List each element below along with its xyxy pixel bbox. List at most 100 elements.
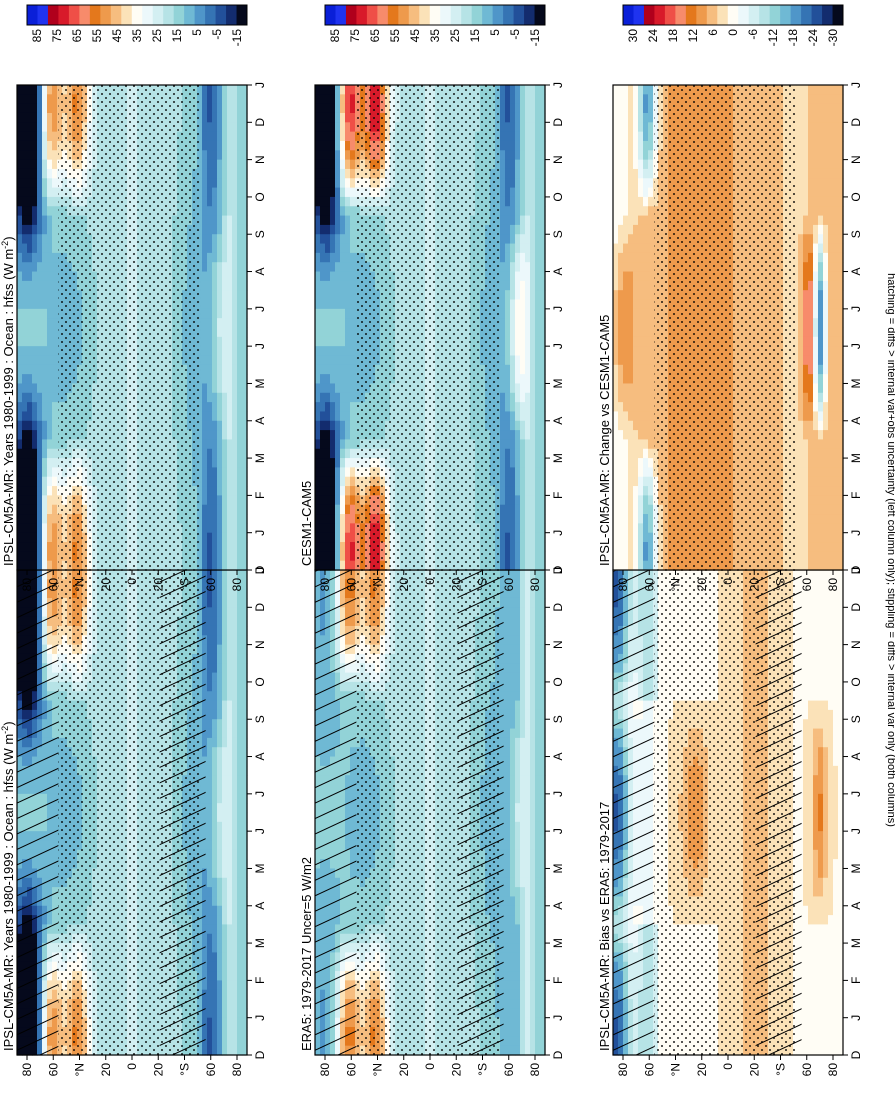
month-tick-label: A (551, 268, 565, 276)
month-tick-label: D (849, 1050, 863, 1059)
colorbar-swatch (236, 5, 248, 25)
colorbar-swatch (335, 5, 347, 25)
colorbar-label: 24 (646, 29, 660, 43)
panel-title: IPSL-CM5A-MR: Years 1980-1999 : Ocean : … (0, 236, 16, 566)
colorbar-swatch (534, 5, 546, 25)
colorbar-label: 65 (368, 29, 382, 43)
colorbar-label: 35 (130, 29, 144, 43)
colorbar-swatch (205, 5, 216, 25)
month-tick-label: J (551, 567, 565, 573)
month-tick-label: O (551, 192, 565, 201)
month-tick-label: F (253, 492, 267, 499)
month-tick-label: J (253, 828, 267, 834)
colorbar-swatch (696, 5, 708, 25)
colorbar-swatch (706, 5, 718, 25)
lat-tick-label: °N (371, 578, 385, 591)
lat-tick-label: 80 (230, 578, 244, 592)
colorbar-swatch (685, 5, 697, 25)
lat-tick-label: 60 (642, 578, 656, 592)
panel-title: IPSL-CM5A-MR: Change vs CESM1-CAM5 (597, 315, 612, 566)
lat-tick-label: 80 (318, 578, 332, 592)
colorbar-swatch (675, 5, 687, 25)
lat-tick-label: 60 (502, 578, 516, 592)
colorbar-label: -24 (806, 29, 820, 47)
colorbar-swatch (654, 5, 666, 25)
lat-tick-label: °N (73, 1063, 87, 1076)
colorbar-label: 15 (170, 29, 184, 43)
lat-tick-label: 60 (204, 1063, 218, 1077)
lat-tick-label: °S (178, 578, 192, 591)
lat-tick-label: 20 (695, 578, 709, 592)
month-tick-label: O (551, 677, 565, 686)
month-tick-label: J (253, 791, 267, 797)
month-tick-label: D (849, 118, 863, 127)
lat-tick-label: 60 (46, 1063, 60, 1077)
lat-tick-label: 60 (46, 578, 60, 592)
month-tick-label: S (253, 715, 267, 723)
month-tick-label: O (253, 192, 267, 201)
colorbar-label: 65 (70, 29, 84, 43)
lat-tick-label: 60 (344, 578, 358, 592)
colorbar-swatch (215, 5, 227, 25)
lat-tick-label: 20 (151, 578, 165, 592)
lat-tick-label: 20 (397, 578, 411, 592)
month-tick-label: S (551, 715, 565, 723)
lat-tick-label: 80 (230, 1063, 244, 1077)
month-tick-label: J (849, 1015, 863, 1021)
colorbar-swatch (131, 5, 143, 25)
lat-tick-label: °N (73, 578, 87, 591)
month-tick-label: A (253, 417, 267, 425)
colorbar-label: 0 (726, 29, 740, 36)
lat-tick-label: 0 (125, 1063, 139, 1070)
month-tick-label: N (849, 155, 863, 164)
month-tick-label: F (849, 492, 863, 499)
colorbar-label: 75 (50, 29, 64, 43)
hatching-overlay-south (755, 570, 802, 1055)
lat-tick-label: 80 (528, 1063, 542, 1077)
colorbar-label: 5 (488, 29, 502, 36)
colorbar-swatch (748, 5, 760, 25)
lat-tick-label: 20 (99, 1063, 113, 1077)
month-tick-label: A (551, 902, 565, 910)
colorbar-swatch (68, 5, 80, 25)
colorbar-label: 6 (706, 29, 720, 36)
month-tick-label: J (849, 828, 863, 834)
colorbar-swatch (633, 5, 645, 25)
lat-tick-label: 20 (747, 1063, 761, 1077)
month-tick-label: S (849, 715, 863, 723)
lat-tick-label: 0 (423, 578, 437, 585)
colorbar-label: -5 (210, 29, 224, 40)
month-tick-label: J (551, 306, 565, 312)
colorbar-swatch (152, 5, 164, 25)
month-tick-label: J (849, 343, 863, 349)
lat-tick-label: 60 (642, 1063, 656, 1077)
lat-tick-label: 80 (20, 1063, 34, 1077)
lat-tick-label: 20 (151, 1063, 165, 1077)
month-tick-label: S (551, 230, 565, 238)
colorbar-swatch (89, 5, 101, 25)
colorbar-label: 85 (328, 29, 342, 43)
lat-tick-label: 20 (695, 1063, 709, 1077)
colorbar: 85 75 65 55 45 35 25 15 5 -5 -15 (26, 4, 248, 46)
stippling-overlay (356, 85, 499, 570)
colorbar-label: 25 (448, 29, 462, 43)
month-tick-label: J (551, 82, 565, 88)
colorbar-swatch (325, 5, 336, 25)
month-tick-label: J (253, 306, 267, 312)
lat-tick-label: °S (178, 1063, 192, 1076)
colorbar-swatch (738, 5, 750, 25)
panel-title: IPSL-CM5A-MR: Years 1980-1999 : Ocean : … (0, 721, 16, 1051)
month-tick-label: M (551, 863, 565, 873)
colorbar-label: 35 (428, 29, 442, 43)
lat-tick-label: 20 (449, 1063, 463, 1077)
month-tick-label: M (849, 863, 863, 873)
colorbar-swatch (37, 5, 49, 25)
colorbar-swatch (623, 5, 634, 25)
month-tick-label: M (849, 453, 863, 463)
lat-tick-label: 20 (449, 578, 463, 592)
lat-tick-label: °S (774, 1063, 788, 1076)
lat-tick-label: 20 (747, 578, 761, 592)
lat-tick-label: 80 (616, 1063, 630, 1077)
